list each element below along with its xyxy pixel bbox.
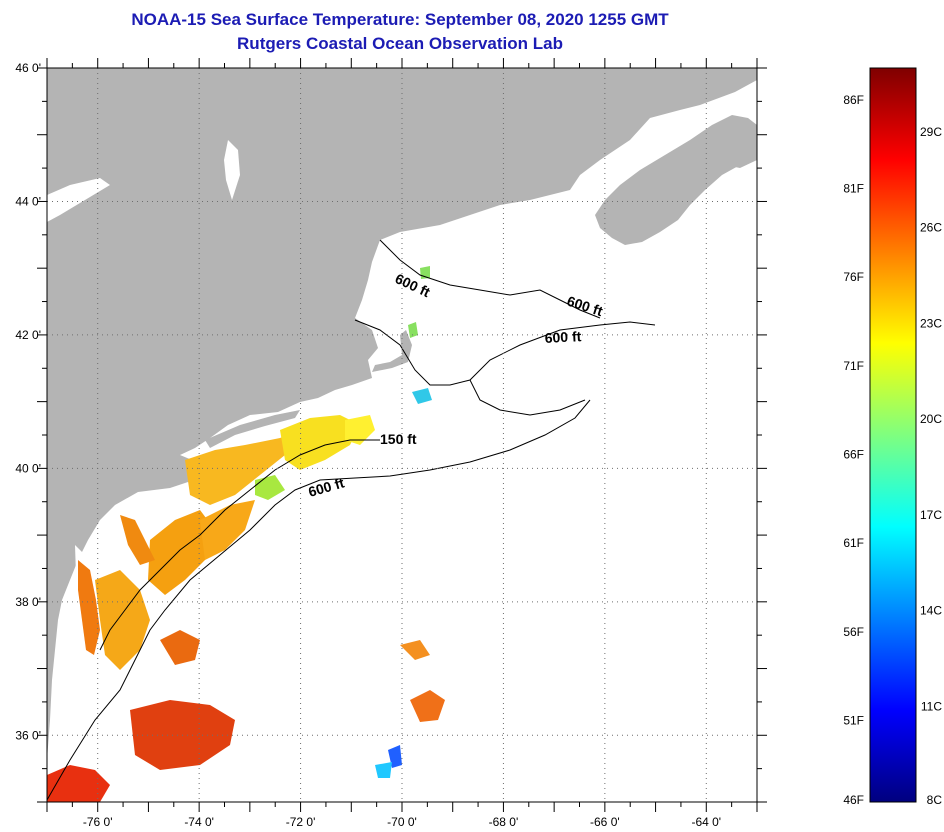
lat-tick-label: 42 0': [15, 328, 41, 342]
map-area: [47, 68, 757, 802]
colorbar: 86F 81F 76F 71F 66F 61F 56F 51F 46F 29C 26C 23C 20C…: [843, 67, 942, 807]
sst-patch-gom-green: [408, 322, 418, 338]
axis-labels: -76 0' -74 0' -72 0' -70 0' -68 0' -66 0' -64 …: [15, 61, 721, 829]
land-long-island: [205, 410, 300, 448]
land-cape-breton: [720, 135, 757, 168]
lat-tick-label: 44 0': [15, 194, 41, 208]
sst-patch-cape-cod-bay: [412, 388, 432, 404]
colorbar-c-label: 23C: [920, 316, 942, 330]
colorbar-fahrenheit-labels: 86F 81F 76F 71F 66F 61F 56F 51F 46F: [843, 93, 864, 807]
contour-150ft: [99, 439, 380, 651]
colorbar-c-label: 14C: [920, 604, 942, 618]
sst-patch-delaware-shelf: [148, 510, 215, 595]
sst-patch-offshore-orange: [410, 690, 445, 722]
lon-tick-label: -70 0': [387, 815, 417, 829]
contour-600ft-shelf-break: [47, 399, 591, 801]
lon-tick-label: -74 0': [184, 815, 214, 829]
sst-patch-cyan-eddy: [375, 762, 392, 778]
land-mainland: [47, 68, 757, 760]
colorbar-f-label: 56F: [843, 625, 864, 639]
lat-tick-label: 36 0': [15, 728, 41, 742]
colorbar-c-label: 11C: [921, 699, 942, 713]
lat-tick-label: 38 0': [15, 595, 41, 609]
sst-patch-green: [255, 475, 285, 500]
lon-tick-label: -68 0': [489, 815, 519, 829]
lon-tick-label: -66 0': [590, 815, 620, 829]
sst-patch-hatteras: [47, 765, 110, 802]
map-ticks: [37, 58, 767, 812]
lake-champlain: [224, 140, 240, 200]
map-title: NOAA-15 Sea Surface Temperature: Septemb…: [131, 10, 669, 29]
colorbar-f-label: 71F: [843, 359, 864, 373]
colorbar-f-label: 81F: [843, 182, 864, 196]
sst-patch-nj-shelf: [185, 430, 300, 505]
sst-patch-offshore-small: [400, 640, 430, 660]
sst-patch-nantucket: [345, 415, 375, 445]
colorbar-f-label: 86F: [843, 93, 864, 107]
lon-tick-label: -64 0': [691, 815, 721, 829]
sst-patch-delaware-bay: [120, 515, 155, 565]
colorbar-c-label: 29C: [920, 125, 942, 139]
colorbar-c-label: 26C: [920, 221, 942, 235]
land-nova-scotia: [595, 115, 757, 245]
lake-ontario: [47, 178, 110, 222]
lat-tick-label: 46 0': [15, 61, 41, 75]
colorbar-f-label: 61F: [843, 536, 864, 550]
sst-patch-gulfstream-b: [160, 630, 200, 665]
colorbar-f-label: 66F: [843, 448, 864, 462]
lon-tick-label: -76 0': [83, 815, 113, 829]
colorbar-c-label: 20C: [920, 412, 942, 426]
colorbar-f-label: 46F: [843, 793, 864, 807]
sst-patch-south-of-li: [280, 415, 360, 470]
contour-label-georges: 600 ft: [544, 328, 582, 346]
colorbar-gradient: [869, 67, 917, 803]
colorbar-c-label: 17C: [920, 508, 942, 522]
colorbar-f-label: 76F: [843, 270, 864, 284]
land-cape-cod: [372, 330, 412, 372]
depth-contours: [47, 239, 656, 801]
colorbar-c-label: 8C: [927, 793, 943, 807]
contour-label-150ft: 150 ft: [380, 431, 417, 447]
lat-tick-label: 40 0': [15, 461, 41, 475]
sst-patch-mid-shelf: [200, 500, 255, 560]
colorbar-f-label: 51F: [843, 713, 864, 727]
sst-patch-chesapeake: [78, 560, 100, 655]
contour-georges: [469, 379, 586, 416]
lon-tick-label: -72 0': [286, 815, 316, 829]
colorbar-celsius-labels: 29C 26C 23C 20C 17C 14C 11C 8C: [920, 125, 942, 807]
map-subtitle: Rutgers Coastal Ocean Observation Lab: [237, 34, 563, 53]
contour-gom-inner: [379, 239, 601, 319]
